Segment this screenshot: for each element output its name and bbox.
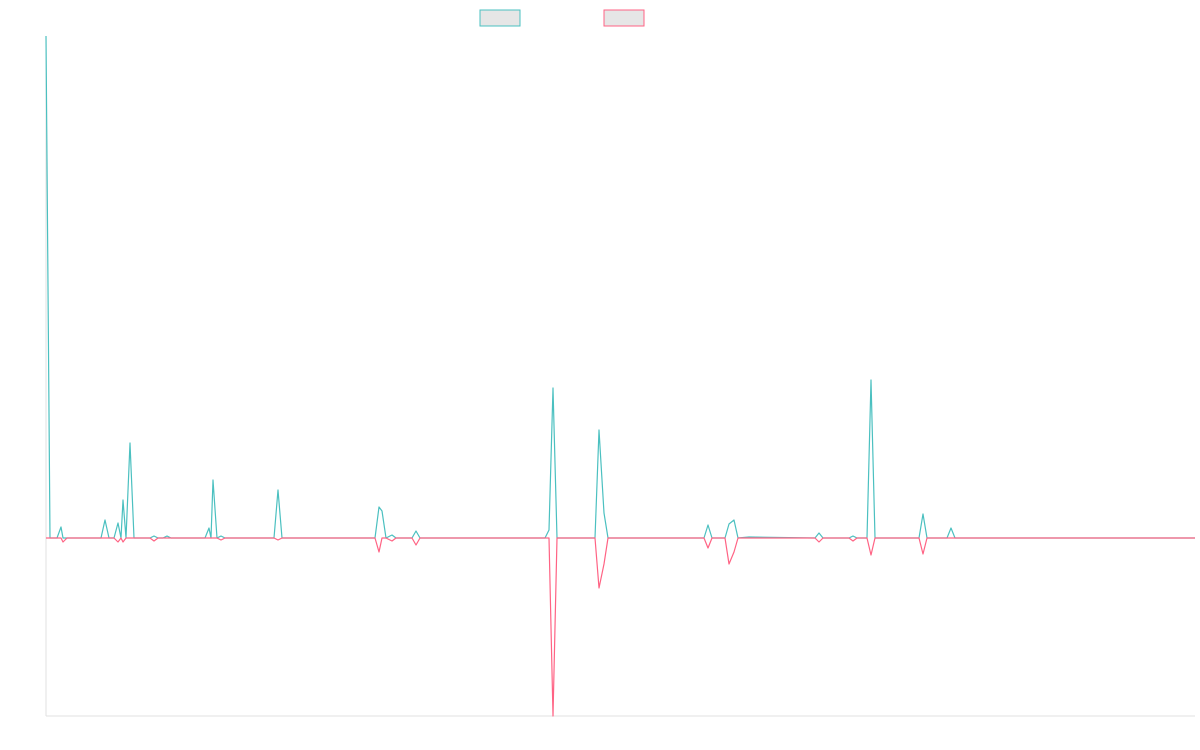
legend-swatch[interactable]: [479, 9, 521, 27]
legend-swatch[interactable]: [603, 9, 645, 27]
data-line: [45, 35, 1195, 539]
plot-area: [45, 35, 1195, 717]
legend: [479, 9, 645, 27]
data-line: [46, 537, 1195, 717]
